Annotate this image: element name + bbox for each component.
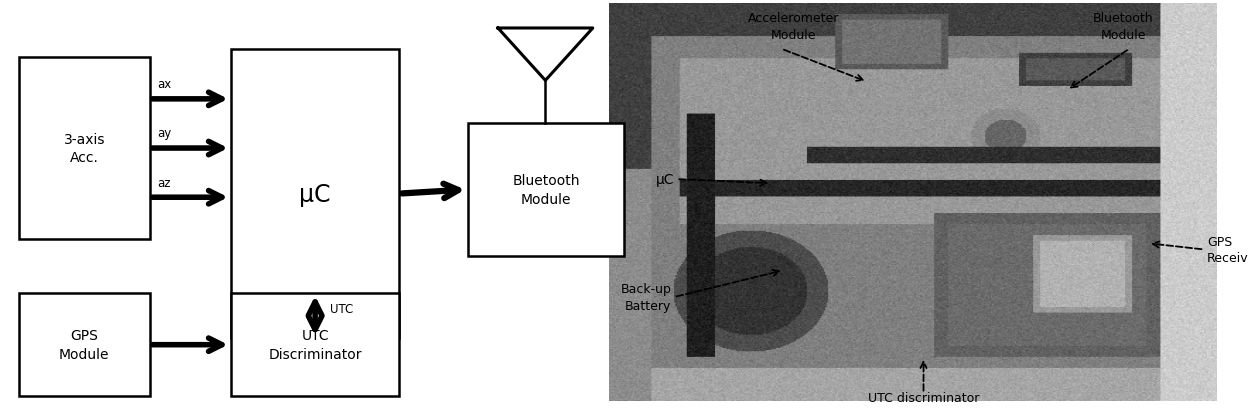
- Text: GPS
Module: GPS Module: [59, 329, 110, 361]
- Text: ay: ay: [157, 127, 171, 140]
- Bar: [468, 124, 624, 256]
- Text: Accelerometer
Module: Accelerometer Module: [748, 12, 840, 42]
- Text: az: az: [157, 176, 171, 189]
- Text: UTC: UTC: [329, 302, 353, 315]
- Text: Bluetooth
Module: Bluetooth Module: [1093, 12, 1153, 42]
- Text: μC: μC: [655, 173, 674, 187]
- Bar: [19, 293, 150, 396]
- Text: ax: ax: [157, 78, 171, 91]
- Bar: [231, 293, 399, 396]
- Bar: [231, 50, 399, 339]
- Text: UTC discriminator: UTC discriminator: [867, 391, 980, 404]
- Text: UTC
Discriminator: UTC Discriminator: [268, 329, 362, 361]
- Text: GPS
Receiver: GPS Receiver: [1207, 235, 1248, 265]
- Text: Back-up
Battery: Back-up Battery: [620, 282, 671, 312]
- Text: 3-axis
Acc.: 3-axis Acc.: [64, 133, 105, 165]
- Text: Bluetooth
Module: Bluetooth Module: [512, 174, 580, 206]
- Text: μC: μC: [300, 182, 331, 206]
- Bar: [19, 58, 150, 240]
